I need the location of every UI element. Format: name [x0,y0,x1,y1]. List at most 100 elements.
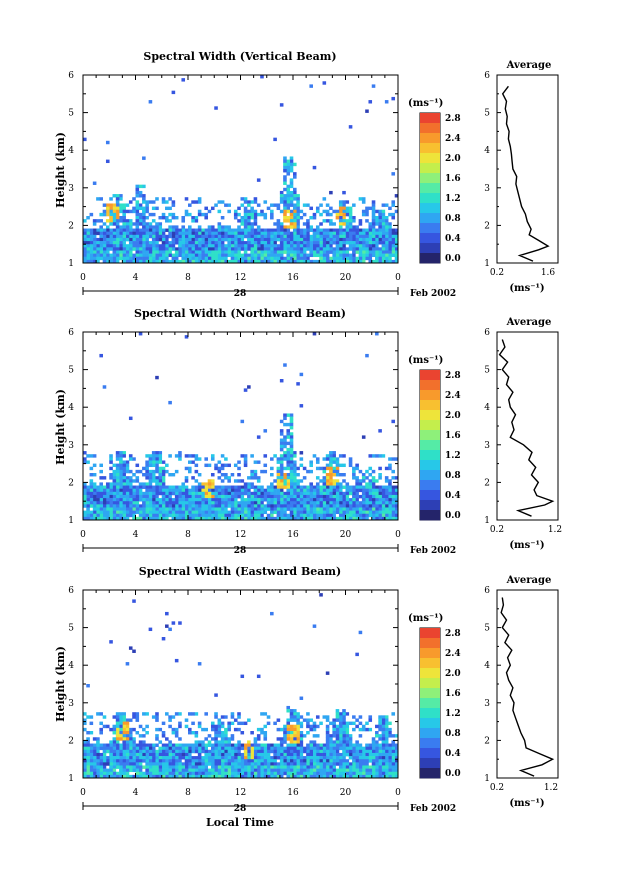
heatmap-cell [135,222,140,226]
heatmap-cell [224,771,228,776]
heatmap-cell [142,228,146,232]
heatmap-area [83,593,399,779]
heatmap-cell [86,488,90,493]
heatmap-cell [92,749,97,754]
heatmap-cell [381,225,386,229]
heatmap-cell [375,234,379,239]
heatmap-cell [243,253,248,258]
heatmap-cell [279,498,284,502]
heatmap-cell [358,756,363,760]
heatmap-cell [109,460,113,464]
heatmap-cell [158,740,163,744]
heatmap-cell [105,241,110,245]
heatmap-cell [253,473,258,477]
heatmap-cell [158,244,163,248]
heatmap-cell [368,498,373,502]
heatmap-cell [335,712,340,716]
heatmap-cell [378,485,382,489]
heatmap-cell [365,507,369,511]
heatmap-cell [348,765,353,769]
heatmap-cell [132,749,136,754]
heatmap-cell [119,718,123,722]
heatmap-cell [184,259,189,264]
heatmap-cell [263,256,268,261]
heatmap-cell [128,247,133,251]
heatmap-cell [391,203,396,207]
heatmap-cell [201,507,205,511]
heatmap-cell [181,765,186,769]
heatmap-cell [322,752,327,757]
heatmap-cell [312,165,317,170]
heatmap-cell [165,250,169,254]
heatmap-cell [132,513,136,518]
heatmap-cell [197,247,202,251]
heatmap-cell [375,244,379,248]
heatmap-cell [161,768,166,773]
heatmap-cell [329,479,333,483]
heatmap-cell [201,743,205,747]
heatmap-cell [306,516,310,521]
heatmap-cell [138,203,143,207]
heatmap-cell [279,485,284,489]
heatmap-cell [243,388,248,392]
heatmap-cell [279,447,284,452]
heatmap-cell [155,756,159,760]
heatmap-cell [361,762,366,766]
heatmap-cell [345,228,350,232]
heatmap-cell [381,259,386,264]
heatmap-cell [155,197,159,201]
heatmap-cell [332,498,336,502]
heatmap-cell [132,241,136,245]
heatmap-cell [371,494,376,499]
heatmap-cell [368,482,373,486]
heatmap-cell [253,241,258,245]
heatmap-cell [296,491,300,496]
heatmap-cell [296,209,300,214]
heatmap-cell [283,231,287,236]
heatmap-cell [220,466,225,471]
heatmap-cell [161,259,166,264]
heatmap-cell [250,482,254,486]
heatmap-cell [122,743,126,747]
profile-y-tick: 5 [484,624,490,634]
heatmap-cell [263,231,268,236]
heatmap-cell [289,237,294,242]
heatmap-cell [155,253,159,258]
heatmap-cell [315,715,320,719]
heatmap-cell [358,715,363,719]
heatmap-cell [92,759,97,763]
heatmap-cell [266,234,271,239]
heatmap-cell [96,259,100,264]
heatmap-cell [151,513,156,518]
heatmap-cell [115,241,120,245]
heatmap-cell [355,491,359,496]
heatmap-cell [338,256,343,261]
heatmap-cell [138,740,143,744]
heatmap-cell [289,460,294,464]
heatmap-cell [83,510,87,515]
heatmap-cell [315,466,320,471]
heatmap-cell [122,250,126,254]
heatmap-cell [158,473,163,477]
heatmap-cell [217,491,222,496]
profile-y-tick: 3 [484,184,490,194]
heatmap-cell [145,203,149,207]
heatmap-cell [168,473,172,477]
heatmap-cell [86,762,90,766]
heatmap-cell [309,504,313,508]
heatmap-cell [224,734,228,738]
heatmap-cell [220,228,225,232]
heatmap-cell [309,482,313,486]
heatmap-cell [138,762,143,766]
heatmap-cell [92,247,97,251]
heatmap-cell [352,756,356,760]
heatmap-cell [365,206,369,211]
colorbar-swatch [420,430,440,441]
heatmap-cell [112,219,117,223]
heatmap-cell [243,501,248,505]
heatmap-cell [161,250,166,254]
heatmap-cell [256,510,261,515]
heatmap-cell [83,516,87,521]
heatmap-cell [105,762,110,766]
heatmap-cell [279,479,284,483]
